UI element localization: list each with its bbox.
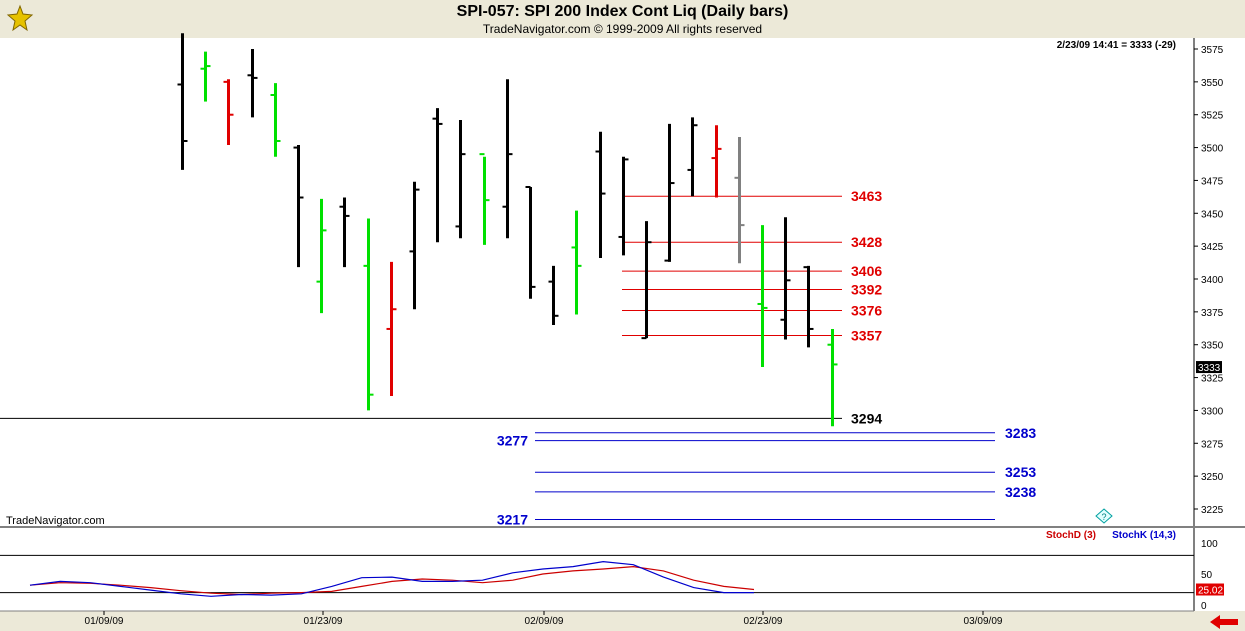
- price-panel[interactable]: [0, 38, 1194, 526]
- price-tick-label: 3575: [1201, 45, 1224, 56]
- stoch-tick-label: 0: [1201, 601, 1207, 612]
- date-tick-label: 02/23/09: [744, 616, 783, 627]
- price-tick-label: 3450: [1201, 209, 1224, 220]
- price-tick-label: 3400: [1201, 275, 1224, 286]
- watermark-label: TradeNavigator.com: [6, 515, 105, 527]
- ohlc-bars: [177, 33, 838, 427]
- price-tick-label: 3425: [1201, 242, 1224, 253]
- price-tick-label: 3350: [1201, 341, 1224, 352]
- price-tick-label: 3375: [1201, 308, 1224, 319]
- stoch-series-line: [29, 560, 754, 597]
- trade-navigator-logo-icon[interactable]: [4, 4, 36, 34]
- price-tick-label: 3325: [1201, 374, 1224, 385]
- time-axis: [0, 611, 1245, 631]
- stoch-tick-label: 50: [1201, 570, 1213, 581]
- level-label: 3253: [1005, 464, 1036, 480]
- support-resistance-levels: 3463 3428 3406 3392 3376 3357 3294 3283 3277 3253…: [0, 188, 1036, 528]
- level-label: 3428: [851, 234, 882, 250]
- level-label: 3294: [851, 410, 882, 426]
- price-tick-label: 3500: [1201, 144, 1224, 155]
- price-tick-label: 3275: [1201, 439, 1224, 450]
- scroll-left-arrow-icon[interactable]: [1210, 615, 1238, 629]
- title-bar: SPI-057: SPI 200 Index Cont Liq (Daily b…: [0, 0, 1245, 38]
- price-tick-label: 3225: [1201, 505, 1224, 516]
- info-diamond-icon[interactable]: ?: [1095, 508, 1113, 524]
- date-tick-label: 01/09/09: [85, 616, 124, 627]
- stoch-k-legend: StochK (14,3): [1112, 530, 1176, 541]
- price-tick-label: 3550: [1201, 78, 1224, 89]
- date-axis-ticks: 01/09/09 01/23/09 02/09/09 02/23/09 03/09/09: [85, 611, 1003, 627]
- quote-label: 2/23/09 14:41 = 3333 (-29): [1057, 40, 1176, 51]
- svg-text:?: ?: [1101, 512, 1106, 522]
- stoch-last-box: [1196, 583, 1224, 596]
- stoch-last-label: 25.02: [1198, 586, 1223, 597]
- stochastic-lines: 100 50 0 25.02: [0, 539, 1224, 612]
- stoch-tick-label: 100: [1201, 539, 1218, 550]
- date-tick-label: 03/09/09: [964, 616, 1003, 627]
- price-tick-label: 3475: [1201, 176, 1224, 187]
- price-axis-ticks: 3575 3550 3525 3500 3475 3450 3425 3400 3375 3350…: [1194, 45, 1224, 516]
- price-axis: [1194, 38, 1245, 611]
- date-tick-label: 01/23/09: [304, 616, 343, 627]
- level-label: 3376: [851, 303, 882, 319]
- chart-title: SPI-057: SPI 200 Index Cont Liq (Daily b…: [456, 3, 789, 20]
- stoch-series-line: [29, 565, 755, 596]
- price-tick-label: 3525: [1201, 111, 1224, 122]
- level-label: 3238: [1005, 484, 1036, 500]
- price-tick-label: 3300: [1201, 406, 1224, 417]
- price-tick-label: 3250: [1201, 472, 1224, 483]
- chart-subtitle: TradeNavigator.com © 1999-2009 All right…: [482, 22, 763, 36]
- level-label: 3283: [1005, 425, 1036, 441]
- level-label: 3463: [851, 188, 882, 204]
- date-tick-label: 02/09/09: [525, 616, 564, 627]
- level-label: 3217: [497, 512, 528, 528]
- last-price-box: [1196, 361, 1222, 374]
- stoch-d-legend: StochD (3): [1046, 530, 1096, 541]
- last-price-label: 3333: [1198, 363, 1221, 374]
- level-label: 3406: [851, 263, 882, 279]
- level-label: 3392: [851, 282, 882, 298]
- level-label: 3357: [851, 328, 882, 344]
- level-label: 3277: [497, 433, 528, 449]
